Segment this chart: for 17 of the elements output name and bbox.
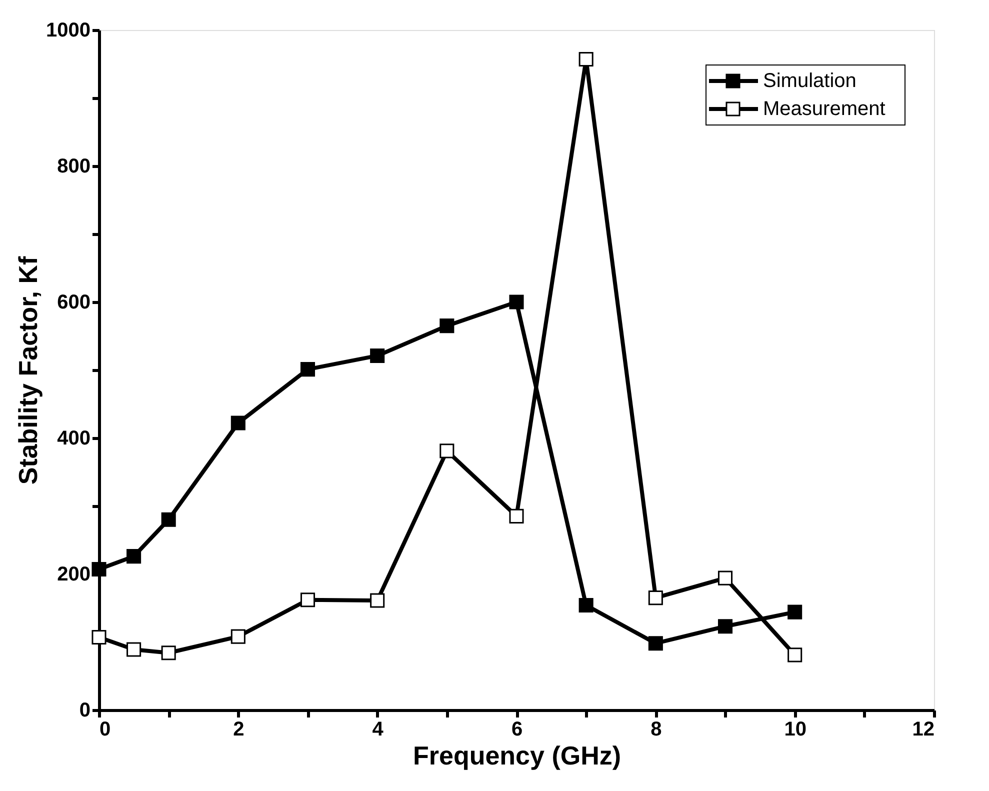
y-axis-title: Stability Factor, Kf [13, 256, 44, 485]
y-tick-label: 800 [57, 156, 90, 178]
y-tick-label: 600 [57, 292, 90, 314]
x-tick-label: 6 [511, 718, 523, 740]
x-tick-label: 12 [912, 718, 934, 740]
x-tick-label: 4 [372, 718, 384, 740]
y-tick-label: 1000 [46, 20, 90, 42]
y-tick-label: 200 [57, 564, 90, 586]
y-tick-label: 0 [79, 700, 90, 722]
x-tick-label: 2 [233, 718, 244, 740]
legend-label: Measurement [763, 98, 886, 120]
x-axis-title: Frequency (GHz) [412, 740, 622, 770]
y-tick-label: 400 [57, 428, 90, 450]
x-tick-label: 8 [650, 718, 662, 740]
x-tick-label: 10 [784, 718, 806, 740]
legend-label: Simulation [763, 70, 856, 92]
x-tick-label: 0 [100, 718, 111, 740]
